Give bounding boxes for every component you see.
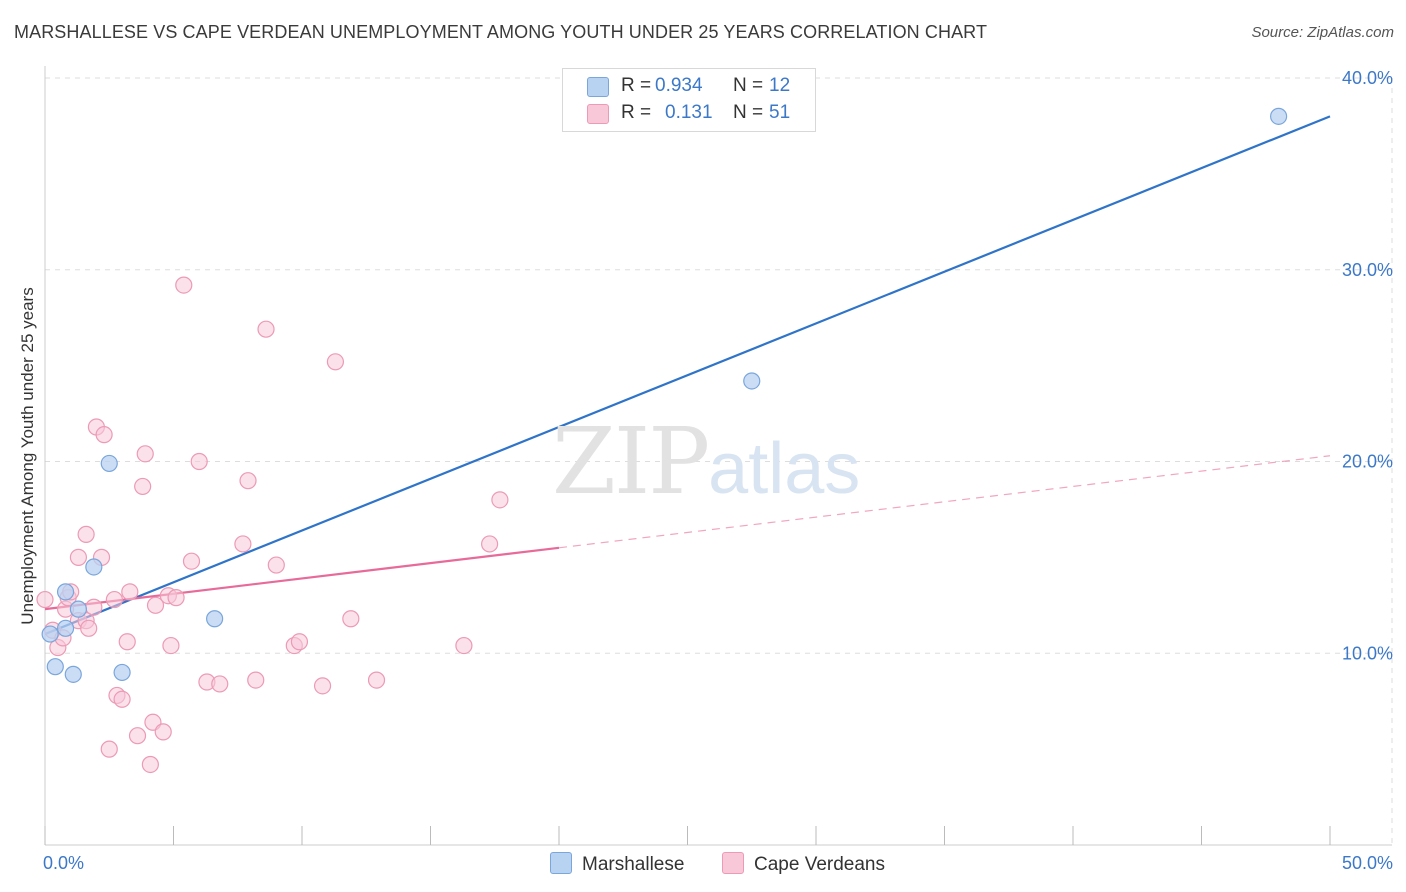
source-credit: Source: ZipAtlas.com (1251, 24, 1394, 41)
cape-verdeans-point (257, 320, 275, 338)
cape-verdeans-point (290, 633, 309, 651)
cape-verdeans-point (162, 636, 180, 655)
cape-verdeans-point (146, 596, 165, 614)
cape-verdeans-point (100, 740, 118, 758)
cape-verdeans-point (118, 633, 136, 651)
cape-verdeans-point (491, 491, 509, 509)
bottom-legend-marshallese: Marshallese (550, 852, 684, 876)
axes (44, 66, 1392, 846)
cape-verdeans-point (141, 755, 159, 774)
marshallese-n-value: 12 (769, 75, 791, 96)
chart-title: MARSHALLESE VS CAPE VERDEAN UNEMPLOYMENT… (14, 22, 988, 42)
marshallese-point (1269, 107, 1288, 125)
cape-verdeans-point (95, 426, 113, 444)
watermark: ZIPatlas (552, 408, 860, 515)
cape-verdeans-point (85, 598, 103, 616)
cape-verdeans-point (36, 590, 54, 609)
legend-n-label: N = (733, 102, 764, 123)
cape-verdeans-point (80, 619, 98, 637)
cape-verdeans-point (182, 552, 201, 570)
marshallese-point (743, 372, 761, 390)
cape-verdeans-point (313, 677, 332, 695)
x-tick-label: 0.0% (43, 853, 84, 873)
legend-r-label: R = (621, 75, 652, 96)
marshallese-points (41, 107, 1288, 683)
cape-verdeans-r-value: 0.131 (665, 102, 713, 123)
y-tick-label: 20.0% (1342, 452, 1393, 472)
cape-verdeans-point (154, 723, 172, 741)
marshallese-point (113, 663, 131, 682)
marshallese-point (46, 658, 64, 676)
cape-verdeans-point (367, 671, 386, 689)
cape-verdeans-point (69, 548, 88, 566)
y-tick-label: 30.0% (1342, 260, 1393, 280)
cape-verdeans-legend-label: Cape Verdeans (754, 854, 885, 875)
cape-verdeans-point (239, 472, 257, 490)
marshallese-point (41, 625, 59, 643)
marshallese-point (206, 610, 224, 628)
marshallese-legend-swatch (550, 852, 572, 874)
cape-verdeans-legend-swatch (722, 852, 744, 874)
legend-n-label: N = (733, 75, 764, 96)
y-axis-title: Unemployment Among Youth under 25 years (18, 287, 37, 625)
marshallese-point (85, 558, 103, 576)
cape-verdeans-point (342, 610, 360, 628)
y-tick-label: 10.0% (1342, 643, 1393, 663)
marshallese-point (56, 583, 75, 601)
marshallese-r-value: 0.934 (655, 75, 703, 96)
cape-verdeans-point (136, 445, 154, 463)
trend-line-cape-verdeans-extension (558, 455, 1331, 549)
x-tick-label: 50.0% (1342, 853, 1393, 873)
cape-verdeans-point (211, 675, 229, 693)
cape-verdeans-point (134, 477, 152, 496)
cape-verdeans-swatch (587, 104, 609, 124)
marshallese-point (69, 600, 88, 618)
marshallese-point (56, 619, 75, 637)
trend-line-marshallese (44, 115, 1331, 636)
y-tick-label: 40.0% (1342, 68, 1393, 88)
tick-labels: 10.0% 20.0% 30.0% 40.0% 0.0% 50.0% (43, 68, 1393, 873)
marshallese-legend-label: Marshallese (582, 854, 685, 875)
bottom-legend-cape-verdeans: Cape Verdeans (722, 852, 885, 876)
marshallese-swatch (587, 77, 609, 97)
cape-verdeans-point (113, 690, 131, 708)
watermark-atlas: atlas (708, 429, 861, 509)
cape-verdeans-point (167, 589, 185, 607)
cape-verdeans-point (326, 353, 345, 371)
cape-verdeans-point (247, 671, 265, 689)
watermark-zip: ZIP (552, 408, 710, 515)
gridlines (45, 77, 1393, 845)
cape-verdeans-point (234, 535, 252, 553)
cape-verdeans-point (128, 727, 147, 745)
legend-r-label: R = (621, 102, 652, 123)
cape-verdeans-point (175, 276, 193, 294)
cape-verdeans-point (267, 556, 285, 574)
trend-lines (44, 115, 1331, 636)
cape-verdeans-n-value: 51 (769, 102, 791, 123)
cape-verdeans-point (455, 636, 473, 655)
marshallese-point (64, 665, 82, 683)
cape-verdeans-point (121, 583, 139, 601)
correlation-legend: R = 0.934 N = 12 R = 0.131 N = 51 (562, 68, 816, 132)
cape-verdeans-points (36, 276, 509, 774)
marshallese-point (100, 454, 118, 473)
cape-verdeans-point (105, 590, 123, 609)
cape-verdeans-point (77, 525, 95, 543)
cape-verdeans-point (481, 535, 499, 553)
cape-verdeans-point (190, 452, 208, 471)
